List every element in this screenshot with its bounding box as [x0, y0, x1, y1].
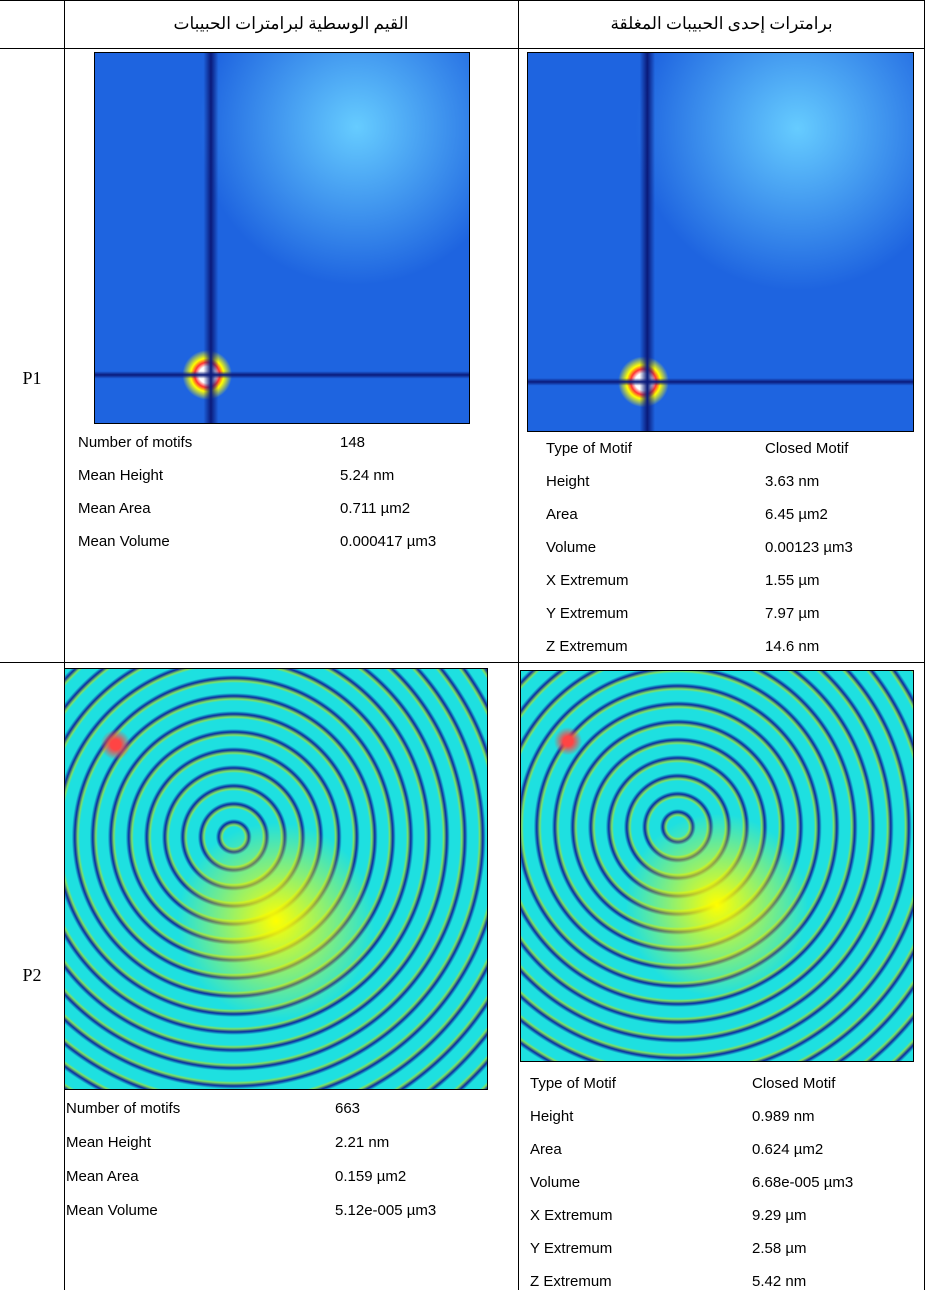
motif-map-image	[527, 52, 914, 432]
param-name: Number of motifs	[66, 1100, 180, 1117]
param-name: Height	[546, 473, 589, 490]
row-label: P1	[0, 368, 64, 389]
column-header: القيم الوسطية لبرامترات الحبيبات	[64, 0, 518, 48]
param-value: 663	[335, 1100, 360, 1117]
param-value: 9.29 µm	[752, 1207, 807, 1224]
column-divider	[64, 0, 65, 1290]
param-value: 6.68e-005 µm3	[752, 1174, 853, 1191]
param-value: 2.21 nm	[335, 1134, 389, 1151]
param-name: Y Extremum	[530, 1240, 612, 1257]
param-value: 5.42 nm	[752, 1273, 806, 1290]
param-name: Y Extremum	[546, 605, 628, 622]
param-name: Number of motifs	[78, 434, 192, 451]
param-name: Height	[530, 1108, 573, 1125]
param-value: 5.24 nm	[340, 467, 394, 484]
row-divider	[0, 48, 925, 49]
param-name: Type of Motif	[546, 440, 632, 457]
motif-map-image	[520, 670, 914, 1062]
param-name: Type of Motif	[530, 1075, 616, 1092]
param-name: Volume	[546, 539, 596, 556]
param-value: 148	[340, 434, 365, 451]
param-value: 2.58 µm	[752, 1240, 807, 1257]
param-value: 3.63 nm	[765, 473, 819, 490]
param-value: 7.97 µm	[765, 605, 820, 622]
param-value: Closed Motif	[765, 440, 848, 457]
column-header: برامترات إحدى الحبيبات المغلقة	[518, 0, 925, 48]
row-label: P2	[0, 965, 64, 986]
param-name: Area	[546, 506, 578, 523]
param-value: 0.000417 µm3	[340, 533, 436, 550]
param-name: Mean Area	[78, 500, 151, 517]
column-divider	[518, 0, 519, 1290]
param-name: Mean Volume	[78, 533, 170, 550]
param-value: 6.45 µm2	[765, 506, 828, 523]
param-name: X Extremum	[530, 1207, 613, 1224]
param-value: 0.624 µm2	[752, 1141, 823, 1158]
param-name: Mean Height	[78, 467, 163, 484]
param-name: Area	[530, 1141, 562, 1158]
param-value: Closed Motif	[752, 1075, 835, 1092]
param-name: X Extremum	[546, 572, 629, 589]
param-value: 0.711 µm2	[340, 500, 410, 517]
param-name: Mean Area	[66, 1168, 139, 1185]
param-value: 1.55 µm	[765, 572, 820, 589]
param-value: 0.00123 µm3	[765, 539, 853, 556]
page: القيم الوسطية لبرامترات الحبيبات برامترا…	[0, 0, 925, 1290]
param-name: Z Extremum	[546, 638, 628, 655]
param-value: 14.6 nm	[765, 638, 819, 655]
param-name: Mean Height	[66, 1134, 151, 1151]
motif-map-image	[64, 668, 488, 1090]
param-value: 0.159 µm2	[335, 1168, 406, 1185]
row-divider	[0, 662, 925, 663]
param-name: Z Extremum	[530, 1273, 612, 1290]
param-name: Mean Volume	[66, 1202, 158, 1219]
param-value: 0.989 nm	[752, 1108, 815, 1125]
param-value: 5.12e-005 µm3	[335, 1202, 436, 1219]
param-name: Volume	[530, 1174, 580, 1191]
motif-map-image	[94, 52, 470, 424]
